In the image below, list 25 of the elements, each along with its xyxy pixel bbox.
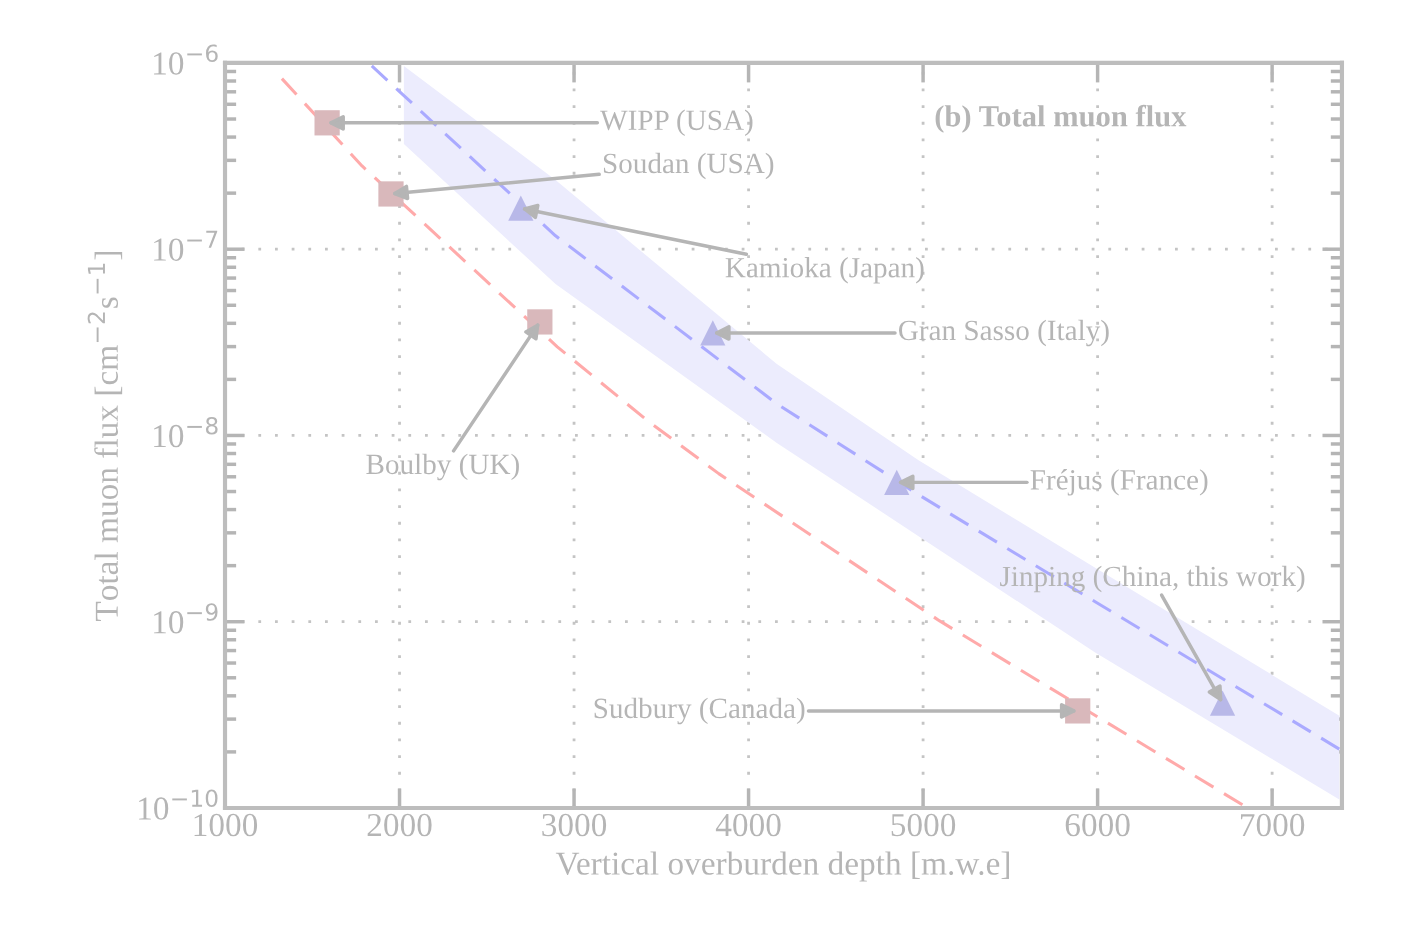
annotation: Soudan (USA)	[603, 152, 774, 180]
annotation: Jinping (China, this work)	[1000, 565, 1305, 593]
y-axis-title: Total muon flux [cm$^{−2}$s$^{−1}$]	[87, 251, 123, 622]
point	[700, 320, 726, 346]
y-tick-label: 10$^{−6}$	[154, 44, 218, 75]
annotation: Sudbury (Canada)	[594, 697, 805, 725]
point	[1209, 690, 1236, 716]
y-tick-label: 10$^{−9}$	[154, 603, 218, 634]
x-tick-label: 6000	[1065, 813, 1130, 837]
x-axis-title: Vertical overburden depth [m.w.e]	[555, 851, 1009, 882]
text: (b) Total muon flux	[935, 104, 1187, 133]
point	[884, 469, 910, 495]
x-tick-label: 5000	[891, 813, 956, 837]
annotation: Gran Sasso (Italy)	[898, 319, 1109, 347]
x-tick-label: 2000	[367, 813, 432, 837]
y-tick-label: 10$^{−7}$	[154, 230, 218, 261]
annotation: Fréjus (France)	[1030, 469, 1208, 496]
x-tick-label: 4000	[715, 813, 781, 837]
annotation: Kamioka (Japan)	[725, 256, 924, 284]
x-tick-label: 7000	[1240, 813, 1305, 837]
x-tick-label: 3000	[542, 813, 607, 837]
annotation: Boulby (UK)	[366, 453, 519, 481]
point	[508, 195, 534, 221]
annotation: WIPP (USA)	[600, 109, 753, 137]
y-tick-label: 10$^{−8}$	[154, 416, 218, 448]
